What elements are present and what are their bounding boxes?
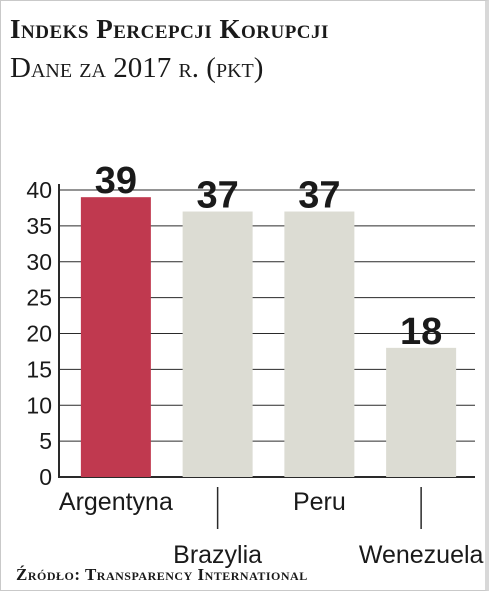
bar-brazylia [182,211,253,477]
y-tick-label-0: 0 [39,464,52,490]
value-label-peru: 37 [298,175,340,217]
y-tick-label-30: 30 [26,249,52,275]
value-label-brazylia: 37 [196,175,238,217]
category-label-wenezuela: Wenezuela [359,541,484,569]
category-label-argentyna: Argentyna [59,488,173,516]
y-tick-label-25: 25 [26,285,52,311]
bar-peru [284,211,355,477]
value-label-argentyna: 39 [95,160,137,202]
y-tick-label-35: 35 [26,213,52,239]
value-labels: 39 37 37 18 [95,160,443,353]
y-tick-label-20: 20 [26,321,52,347]
chart-title: Indeks Percepcji Korupcji [10,14,329,44]
y-tick-label-5: 5 [39,428,52,454]
bars [80,197,457,478]
y-tick-label-15: 15 [26,356,52,382]
value-label-wenezuela: 18 [400,311,442,353]
category-label-brazylia: Brazylia [173,541,262,569]
chart-subtitle: Dane za 2017 r. (pkt) [10,52,264,84]
y-axis-ticks: 0 5 10 15 20 25 30 35 40 [26,177,52,490]
bar-wenezuela [386,347,457,477]
source-note: Źródło: Transparency International [16,565,308,584]
y-tick-label-40: 40 [26,177,52,203]
y-tick-label-10: 10 [26,392,52,418]
bar-argentyna [80,197,151,478]
category-label-peru: Peru [293,488,346,516]
